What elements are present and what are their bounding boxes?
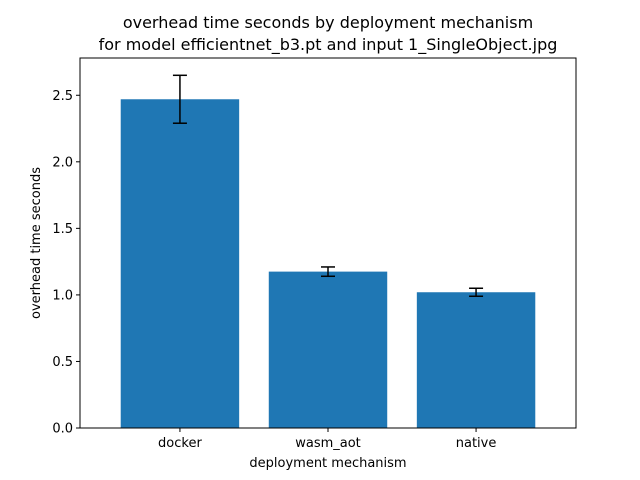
y-tick-label: 0.0 — [52, 422, 73, 437]
y-axis-label: overhead time seconds — [29, 167, 44, 319]
bar-native — [416, 292, 536, 428]
y-tick-label: 1.0 — [52, 288, 73, 303]
x-axis-label: deployment mechanism — [249, 456, 406, 471]
y-tick-label: 1.5 — [52, 222, 73, 237]
bars-group — [120, 99, 536, 428]
y-tick-label: 0.5 — [52, 355, 73, 370]
y-axis-ticks: 0.0 0.5 1.0 1.5 2.0 2.5 — [52, 89, 80, 437]
chart-title-line-2: for model efficientnet_b3.pt and input 1… — [99, 35, 558, 55]
x-tick-label: native — [456, 436, 497, 451]
x-tick-label: docker — [158, 436, 202, 451]
y-tick-label: 2.5 — [52, 89, 73, 104]
y-tick-label: 2.0 — [52, 155, 73, 170]
errorbars-group — [172, 74, 484, 297]
bar-docker — [120, 99, 240, 428]
x-axis-ticks: docker wasm_aot native — [158, 428, 496, 451]
bar-wasm-aot — [268, 271, 388, 428]
chart-title-line-1: overhead time seconds by deployment mech… — [123, 13, 533, 32]
x-tick-label: wasm_aot — [295, 436, 361, 451]
